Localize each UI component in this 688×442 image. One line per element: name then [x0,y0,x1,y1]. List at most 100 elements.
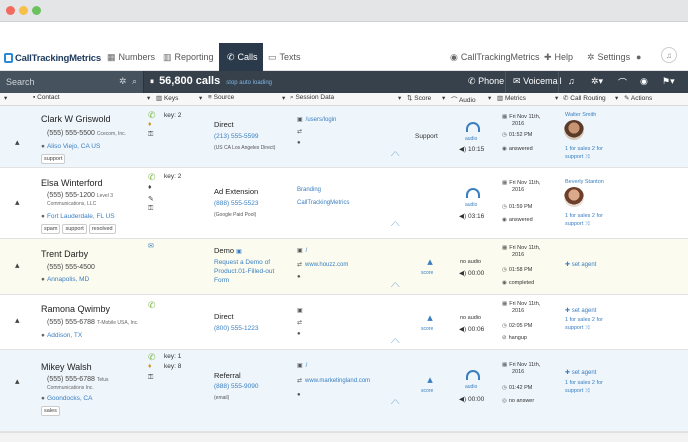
user-menu[interactable]: ● [636,43,644,71]
agent-name[interactable]: Walter Smith [565,112,597,118]
col-menu-icon[interactable]: ▾ [282,95,286,102]
contact-location[interactable]: ● Goondocks, CA [41,395,92,402]
tracking-number[interactable]: (800) 555-1223 [214,325,259,332]
journey-icon[interactable]: ⟋⟍ [391,222,400,228]
headphones-icon[interactable] [466,122,480,132]
col-menu-icon[interactable]: ▾ [147,95,151,102]
signal-icon[interactable]: ⌒ [618,78,628,88]
col-menu-icon[interactable]: ▾ [398,95,402,102]
table-row[interactable]: ▴ Ramona Qwimby (555) 555-6788 T-Mobile U… [0,295,688,350]
nav-reporting[interactable]: ▥ Reporting [163,43,214,71]
routing-text[interactable]: 1 for sales 2 for support ⤨ [565,317,603,332]
session-referrer[interactable]: ⇄ www.houzz.com [297,261,348,268]
settings-icon[interactable]: ✲ [119,76,127,86]
phone-button[interactable]: ✆ Phone [468,76,504,87]
flag-icon[interactable]: ⚑▾ [662,76,675,86]
col-score[interactable]: ⇅ Score [407,95,432,102]
nav-texts[interactable]: ▭ Texts [268,43,301,71]
col-routing[interactable]: ✆ Call Routing [563,95,606,102]
routing-text[interactable]: 1 for sales 2 for support ⤨ [565,213,603,228]
agent-avatar[interactable] [564,187,584,207]
col-menu-icon[interactable]: ▾ [199,95,203,102]
session-page[interactable]: ▣ / [297,247,307,254]
bell-icon[interactable]: ♫ [568,76,575,86]
zoom-dot[interactable] [32,6,41,15]
brand-logo[interactable]: CallTrackingMetrics [4,51,101,65]
nav-calls[interactable]: ✆ Calls [219,43,263,71]
col-keys[interactable]: ▥ Keys [156,95,179,102]
contact-name[interactable]: Mikey Walsh [41,362,92,372]
journey-icon[interactable]: ⟋⟍ [391,283,400,289]
contact-name[interactable]: Elsa Winterford [41,178,103,188]
column-menu-icon[interactable]: ▾ [4,95,8,102]
session-campaign[interactable]: Branding [297,187,322,193]
agent-avatar[interactable] [564,120,584,140]
contact-location[interactable]: ● Annapolis, MD [41,276,89,283]
form-name[interactable]: Request a Demo of Product.01-Filled-out Fo… [214,258,274,285]
contact-location[interactable]: ● Addison, TX [41,332,82,339]
session-page[interactable]: ▣ / [297,362,307,369]
tag[interactable]: support [62,224,87,234]
agent-name[interactable]: Beverly Stanton [565,179,604,185]
bell-icon[interactable]: ♫ [661,47,677,63]
journey-icon[interactable]: ⟋⟍ [391,339,400,345]
session-page[interactable]: ▣/users/login [297,116,336,123]
col-metrics[interactable]: ▥ Metrics [497,95,526,102]
table-row[interactable]: ▴ Elsa Winterford (555) 555-1200 Level 3 … [0,168,688,239]
tag[interactable]: sales [41,406,60,416]
col-menu-icon[interactable]: ▾ [488,95,492,102]
close-dot[interactable] [6,6,15,15]
session-referrer[interactable]: ⇄ www.marketingland.com [297,377,370,384]
audio-label[interactable]: audio [465,136,478,142]
score-icon[interactable]: ▴ [427,312,433,324]
table-row[interactable]: ▴ Clark W Griswold (555) 555-5500 Ccecom,… [0,106,688,168]
col-menu-icon[interactable]: ▾ [442,95,446,102]
contact-location[interactable]: ● Fort Lauderdale, FL US [41,213,115,220]
score-label[interactable]: score [421,326,434,332]
set-agent-link[interactable]: ✚ set agent [565,262,597,268]
nav-numbers[interactable]: ▦ Numbers [107,43,155,71]
search-icon[interactable]: ⌕ [132,76,138,86]
routing-text[interactable]: 1 for sales 2 for support ⤨ [565,146,603,161]
set-agent-link[interactable]: ✚ set agent [565,308,597,314]
routing-text[interactable]: 1 for sales 2 for support ⤨ [565,380,603,395]
col-audio[interactable]: ⌒ Audio [451,97,476,104]
set-agent-link[interactable]: ✚ set agent [565,370,597,376]
tracking-number[interactable]: (888) 555-5523 [214,200,259,207]
score-icon[interactable]: ▴ [427,374,433,386]
col-session[interactable]: ⌕ Session Data [290,94,335,101]
contact-name[interactable]: Clark W Griswold [41,114,111,124]
table-row[interactable]: ▴ Mikey Walsh (555) 555-6788 Telus Commun… [0,350,688,432]
tracking-number[interactable]: (888) 555-9090 [214,383,259,390]
session-account[interactable]: CallTrackingMetrics [297,200,350,206]
col-contact[interactable]: ▪ Contact [33,94,60,101]
voicemail-button[interactable]: ✉ Voicemail [513,76,562,87]
headphones-icon[interactable] [466,370,480,380]
contact-name[interactable]: Ramona Qwimby [41,304,111,314]
audio-label[interactable]: audio [465,202,478,208]
search-input[interactable] [6,75,116,89]
contact-location[interactable]: ● Aliso Viejo, CA US [41,143,100,150]
headphones-icon[interactable] [466,188,480,198]
col-menu-icon[interactable]: ▾ [555,95,559,102]
tag[interactable]: support [41,154,66,164]
nav-help[interactable]: ✚ Help [544,43,573,71]
col-source[interactable]: ≡ Source [208,94,235,101]
col-menu-icon[interactable]: ▾ [615,95,619,102]
table-row[interactable]: ▴ Trent Darby (555) 555-4500 ● Annapolis,… [0,239,688,295]
score-label[interactable]: score [421,270,434,276]
journey-icon[interactable]: ⟋⟍ [391,152,400,158]
record-icon[interactable]: ◉ [640,76,648,86]
gear-menu-icon[interactable]: ✲▾ [591,76,604,86]
col-actions[interactable]: ✎ Actions [624,95,653,102]
audio-label[interactable]: audio [465,384,478,390]
nav-settings[interactable]: ✲ Settings [587,43,630,71]
minimize-dot[interactable] [19,6,28,15]
account-switcher[interactable]: ◉ CallTrackingMetrics [450,43,540,71]
tracking-number[interactable]: (213) 555-5599 [214,133,259,140]
journey-icon[interactable]: ⟋⟍ [391,400,400,406]
score-label[interactable]: score [421,388,434,394]
tag[interactable]: spam [41,224,61,234]
stop-auto-loading-link[interactable]: stop auto loading [226,80,272,86]
tag[interactable]: resolved [88,224,116,234]
